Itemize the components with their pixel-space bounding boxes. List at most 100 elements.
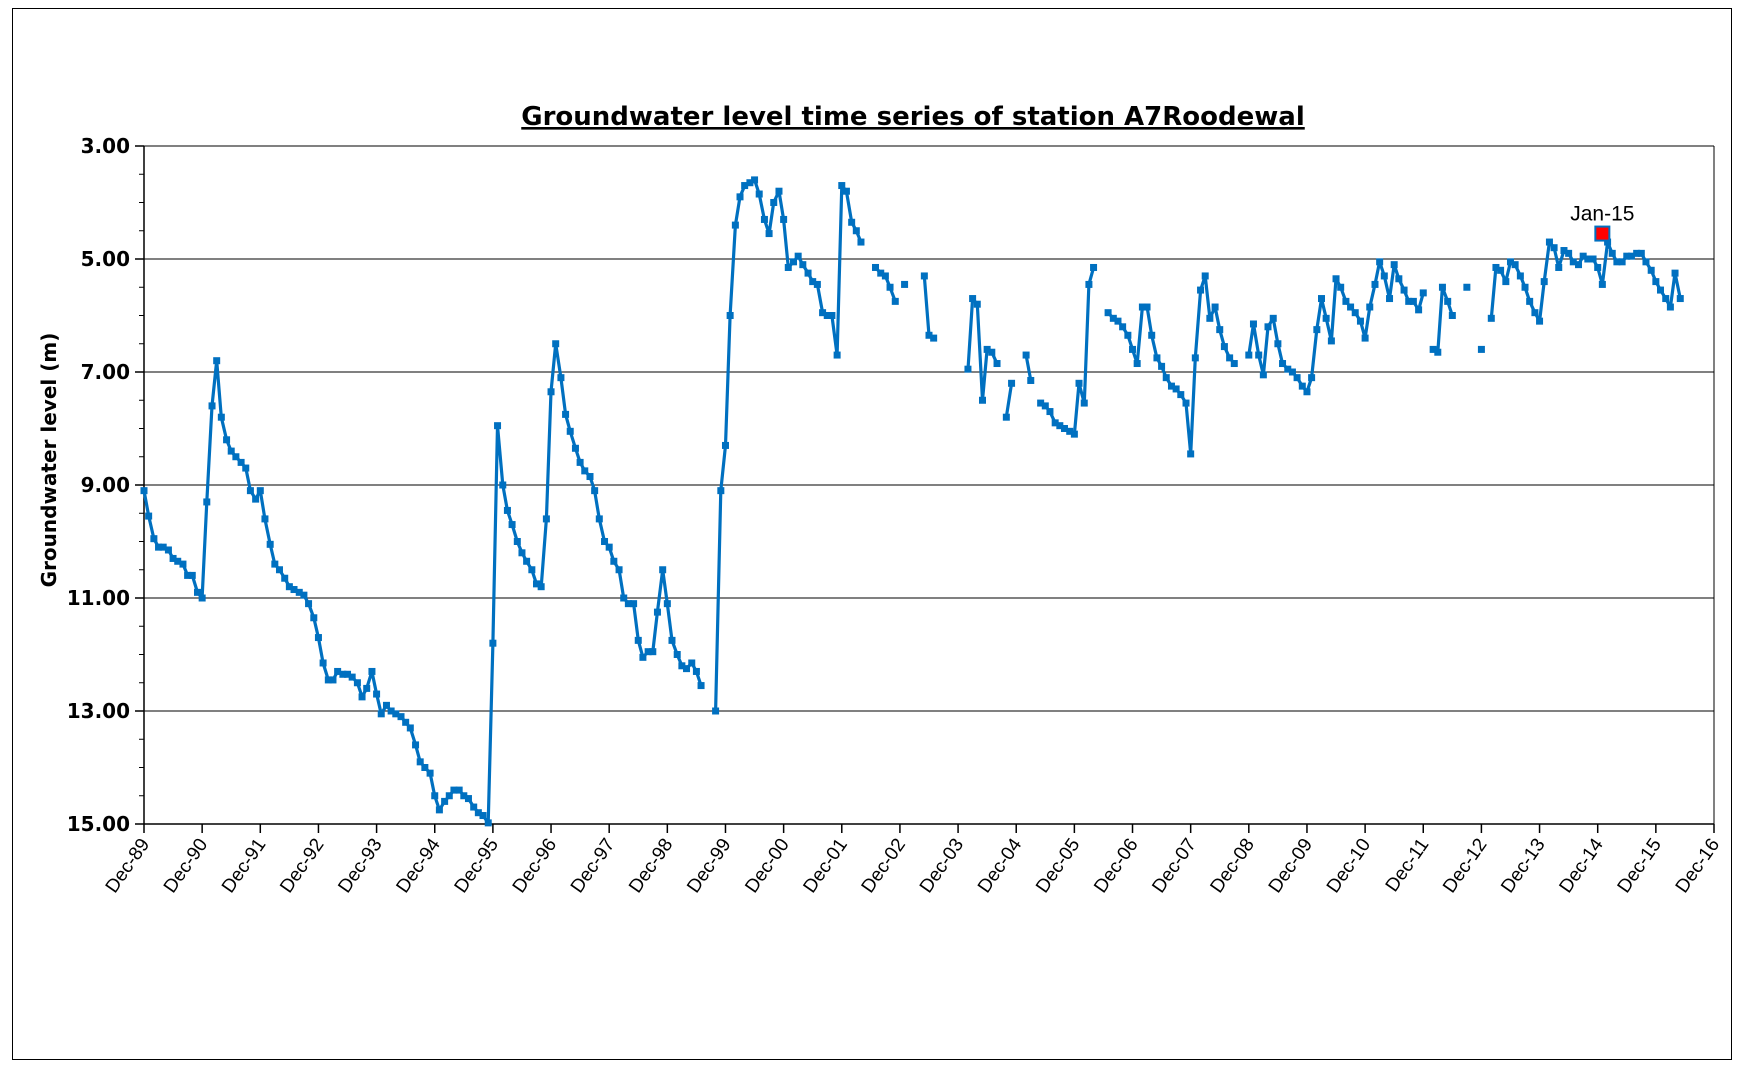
data-point-marker [1216,326,1224,334]
data-point-marker [552,340,560,348]
data-point-marker [1177,391,1185,399]
data-point-marker [1487,314,1495,322]
data-point-marker [179,560,187,568]
annotation-label: Jan-15 [1570,203,1634,226]
data-point-marker [615,566,623,574]
data-point-marker [1550,244,1558,252]
x-tick-label: Dec-05 [1032,835,1084,897]
data-point-marker [1191,354,1199,362]
data-point-marker [813,280,821,288]
data-point-marker [799,261,807,269]
data-point-marker [155,543,163,551]
data-point-marker [1109,314,1117,322]
data-point-marker [281,574,289,582]
data-point-marker [751,176,759,184]
data-point-marker [314,634,322,642]
data-point-marker [562,410,570,418]
data-point-marker [1560,247,1568,255]
data-point-marker [1584,255,1592,263]
highlight-marker [1594,225,1611,242]
data-point-marker [237,458,245,466]
data-point-marker [479,812,487,820]
data-point-marker [901,280,909,288]
data-point-marker [639,653,647,661]
data-point-marker [523,557,531,565]
data-point-marker [431,792,439,800]
data-point-marker [1288,368,1296,376]
data-point-marker [1293,374,1301,382]
x-tick-label: Dec-04 [974,834,1027,897]
x-tick-label: Dec-06 [1090,835,1142,897]
data-point-marker [1008,379,1016,387]
data-point-marker [571,444,579,452]
data-point-marker [794,252,802,260]
y-tick-label: 15.00 [67,812,130,836]
data-point-marker [1575,261,1583,269]
data-point-marker [630,600,638,608]
x-tick-label: Dec-15 [1614,835,1666,897]
data-point-marker [765,230,773,238]
data-point-marker [731,221,739,229]
data-point-marker [1318,295,1325,303]
series-line-segment [714,178,863,712]
data-point-marker [1463,283,1471,291]
data-point-marker [1124,331,1132,339]
x-tick-label: Dec-93 [334,835,386,897]
data-point-marker [1274,340,1282,348]
series-markers [140,176,1684,827]
data-point-marker [891,297,899,305]
data-point-marker [1322,314,1330,322]
data-point-marker [1545,238,1553,246]
data-point-marker [780,215,788,223]
data-point-marker [1114,317,1122,325]
data-point-marker [223,436,231,444]
data-point-marker [193,588,201,596]
data-point-marker [1187,450,1195,458]
data-point-marker [474,809,482,817]
data-point-marker [668,636,676,644]
data-point-marker [1516,272,1524,280]
data-point-marker [1133,360,1141,368]
data-point-marker [692,667,700,675]
data-point-marker [1220,343,1228,351]
data-point-marker [533,580,540,588]
x-tick-label: Dec-91 [218,835,270,897]
data-point-marker [809,278,817,286]
data-point-marker [964,365,972,373]
data-point-marker [591,487,599,495]
data-point-marker [872,263,880,271]
data-point-marker [1569,258,1577,266]
data-point-marker [460,792,468,800]
x-tick-label: Dec-99 [683,835,735,897]
x-tick-label: Dec-02 [858,835,910,897]
data-point-marker [784,263,792,271]
data-point-marker [392,710,400,718]
data-point-marker [290,586,298,594]
data-point-marker [217,413,225,421]
data-point-marker [663,600,671,608]
data-point-marker [1666,303,1674,311]
data-point-marker [760,215,768,223]
x-tick-label: Dec-89 [102,835,154,897]
data-point-marker [605,543,613,551]
data-point-marker [1279,360,1287,368]
data-point-marker [1400,286,1408,294]
data-point-marker [334,667,342,675]
data-point-marker [412,741,420,749]
data-point-marker [256,487,264,495]
data-point-marker [717,487,725,495]
data-point-marker [1429,345,1437,353]
data-point-marker [833,351,841,359]
data-point-marker [1531,309,1539,317]
x-tick-label: Dec-98 [625,835,677,897]
data-point-marker [1405,297,1413,305]
x-tick-label: Dec-08 [1207,835,1259,897]
data-point-marker [1201,272,1209,280]
data-point-marker [1351,309,1359,317]
data-point-marker [1249,320,1257,328]
data-point-marker [1303,388,1311,396]
data-point-marker [266,540,274,548]
data-point-marker [285,583,293,591]
x-tick-label: Dec-13 [1497,835,1549,897]
